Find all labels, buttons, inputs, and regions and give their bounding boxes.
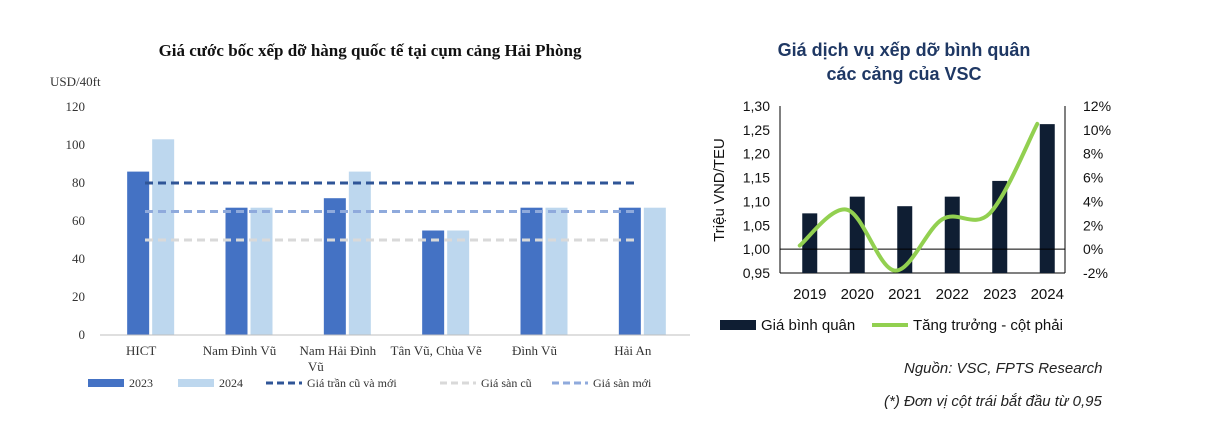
- right-x-year-label: 2024: [1031, 286, 1064, 303]
- right-y-tick-label: 1,25: [743, 122, 770, 138]
- right-y2-tick-label: 8%: [1083, 146, 1103, 162]
- legend-swatch: [88, 379, 124, 387]
- bar-gia-binh-quan: [1039, 124, 1055, 273]
- right-y-tick-label: 1,15: [743, 170, 770, 186]
- right-y2-tick-label: 2%: [1083, 217, 1103, 233]
- bar-gia-binh-quan: [944, 196, 960, 273]
- right-y2-tick-label: 6%: [1083, 170, 1103, 186]
- left-y-tick-label: 20: [72, 289, 85, 304]
- right-legend: Giá bình quân Tăng trưởng - cột phải: [720, 317, 1063, 334]
- right-x-year-label: 2023: [983, 286, 1016, 303]
- x-category-label: Nam Đình Vũ: [203, 343, 277, 358]
- x-category-label: Đình Vũ: [512, 343, 557, 358]
- port-handling-fee-chart: Giá cước bốc xếp dỡ hàng quốc tế tại cụm…: [50, 41, 690, 390]
- right-y2-tick-label: 0%: [1083, 241, 1103, 257]
- left-y-tick-label: 80: [72, 175, 85, 190]
- left-y-tick-label: 40: [72, 251, 85, 266]
- bar-2023: [520, 207, 543, 335]
- bar-2024: [545, 207, 568, 335]
- x-category-label: HICT: [126, 343, 156, 358]
- legend-swatch: [178, 379, 214, 387]
- bar-2023: [323, 198, 346, 335]
- right-y-tick-label: 1,10: [743, 193, 770, 209]
- source-note: Nguồn: VSC, FPTS Research: [904, 360, 1103, 377]
- right-x-year-label: 2020: [841, 286, 874, 303]
- right-y2-tick-label: -2%: [1083, 265, 1108, 281]
- bar-2023: [422, 230, 445, 335]
- right-x-year-label: 2019: [793, 286, 826, 303]
- x-category-label: Tân Vũ, Chùa Vẽ: [391, 343, 482, 358]
- right-x-year-label: 2022: [936, 286, 969, 303]
- bar-2023: [618, 207, 641, 335]
- left-y-tick-label: 100: [66, 137, 86, 152]
- right-y2-tick-label: 10%: [1083, 122, 1111, 138]
- right-y-tick-label: 0,95: [743, 265, 770, 281]
- bar-2024: [348, 171, 371, 335]
- x-category-label: Hải An: [614, 343, 652, 358]
- left-legend: 2023 2024 Giá trần cũ và mới Giá sàn cũ Giá …: [88, 376, 652, 390]
- bar-2024: [643, 207, 666, 335]
- legend-label: Giá trần cũ và mới: [307, 376, 397, 390]
- right-x-year-label: 2021: [888, 286, 921, 303]
- unit-note: (*) Đơn vị cột trái bắt đầu từ 0,95: [884, 393, 1102, 410]
- left-chart-title: Giá cước bốc xếp dỡ hàng quốc tế tại cụm…: [159, 41, 582, 60]
- bar-gia-binh-quan: [849, 196, 865, 273]
- legend-label: Giá sàn cũ: [481, 376, 532, 390]
- left-y-tick-label: 0: [79, 327, 86, 342]
- vsc-average-price-chart: Giá dịch vụ xếp dỡ bình quân các cảng củ…: [711, 40, 1111, 334]
- right-y2-tick-label: 12%: [1083, 98, 1111, 114]
- bar-gia-binh-quan: [897, 206, 913, 273]
- right-y-tick-label: 1,05: [743, 217, 770, 233]
- legend-label: Giá sàn mới: [593, 376, 652, 390]
- bar-2024: [250, 207, 273, 335]
- x-category-label: Nam Hải Đình: [300, 343, 377, 358]
- right-y-tick-label: 1,30: [743, 98, 770, 114]
- left-y-tick-label: 60: [72, 213, 85, 228]
- x-category-label: Vũ: [308, 359, 324, 374]
- bar-2024: [152, 139, 175, 335]
- legend-label: 2024: [219, 376, 243, 390]
- growth-line: [797, 121, 1040, 273]
- legend-label: 2023: [129, 376, 153, 390]
- right-y-tick-label: 1,20: [743, 146, 770, 162]
- left-y-tick-label: 120: [66, 99, 86, 114]
- right-chart-title-line2: các cảng của VSC: [826, 64, 981, 84]
- left-y-axis-unit: USD/40ft: [50, 74, 101, 89]
- right-y2-tick-label: 4%: [1083, 193, 1103, 209]
- bar-gia-binh-quan: [802, 213, 818, 273]
- legend-swatch: [720, 320, 756, 330]
- right-y-tick-label: 1,00: [743, 241, 770, 257]
- legend-label: Tăng trưởng - cột phải: [913, 317, 1063, 334]
- bar-2023: [225, 207, 248, 335]
- bar-2024: [447, 230, 470, 335]
- right-chart-title-line1: Giá dịch vụ xếp dỡ bình quân: [778, 40, 1031, 60]
- legend-label: Giá bình quân: [761, 317, 855, 334]
- bar-2023: [127, 171, 150, 335]
- right-y-axis-label: Triệu VND/TEU: [711, 138, 728, 242]
